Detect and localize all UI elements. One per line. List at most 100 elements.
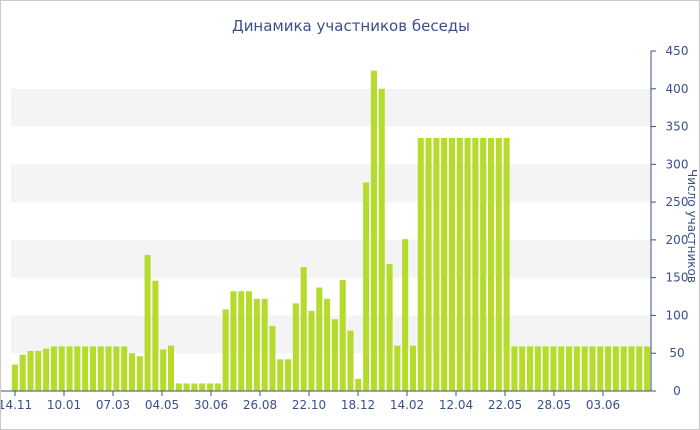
bar [363, 182, 370, 391]
bar [11, 364, 18, 391]
bar [480, 137, 487, 391]
bar [105, 346, 112, 391]
x-tick-label: 28.05 [537, 398, 571, 412]
bar [35, 350, 42, 391]
bar [308, 310, 315, 391]
bar [534, 346, 541, 391]
bar [214, 383, 221, 391]
x-axis-ticks: 14.11 10.01 07.03 04.05 30.06 26.08 22.10 18.12… [1, 391, 620, 412]
background-bands [11, 88, 651, 354]
bar [152, 280, 159, 391]
x-tick-label: 26.08 [243, 398, 277, 412]
x-tick-label: 18.12 [341, 398, 375, 412]
bar-series [11, 70, 651, 392]
grid-band [11, 88, 651, 127]
bar [448, 137, 456, 391]
bar [628, 346, 635, 391]
bar [74, 346, 81, 391]
y-tick-label: 250 [666, 195, 689, 209]
x-tick-label: 14.02 [390, 398, 424, 412]
bar [433, 137, 440, 391]
y-tick-label: 350 [666, 120, 689, 134]
bar [605, 346, 612, 391]
y-tick-label: 450 [666, 44, 689, 58]
bar [50, 346, 57, 391]
bar [409, 345, 416, 391]
bar [167, 345, 175, 391]
bar [355, 378, 362, 391]
y-tick-label: 50 [669, 346, 684, 360]
bar [519, 346, 526, 391]
bar [347, 330, 354, 391]
bar [394, 345, 401, 391]
bar [183, 383, 190, 391]
bar [597, 346, 604, 391]
bar [292, 303, 299, 391]
bar [27, 350, 34, 391]
bar [464, 137, 471, 391]
bar [19, 354, 26, 391]
bar [612, 346, 619, 391]
bar [191, 383, 198, 391]
bar [472, 137, 479, 391]
bar [199, 383, 206, 391]
bar [558, 346, 565, 391]
bar [206, 383, 214, 391]
y-tick-label: 400 [666, 82, 689, 96]
x-tick-label: 03.06 [586, 398, 620, 412]
grid-band [11, 164, 651, 203]
bar [238, 291, 245, 391]
x-tick-label: 04.05 [145, 398, 179, 412]
bar [573, 346, 580, 391]
bar [43, 348, 50, 391]
bar [246, 291, 253, 391]
bar [160, 349, 167, 391]
bar [386, 264, 393, 391]
y-tick-label: 300 [666, 157, 689, 171]
bar [550, 346, 557, 391]
y-tick-label: 200 [666, 233, 689, 247]
bar [66, 346, 73, 391]
bar [89, 346, 96, 391]
bar [222, 309, 229, 391]
x-tick-label: 07.03 [96, 398, 130, 412]
y-tick-label: 100 [666, 308, 689, 322]
bar [269, 326, 276, 391]
bar [331, 319, 338, 391]
y-tick-label: 0 [673, 384, 681, 398]
bar [370, 70, 377, 392]
x-tick-label: 10.01 [47, 398, 81, 412]
bar [113, 346, 120, 391]
bar [82, 346, 89, 391]
bar [230, 291, 237, 391]
x-tick-label: 12.04 [439, 398, 473, 412]
bar [566, 346, 573, 391]
bar [425, 137, 432, 391]
bar [644, 346, 651, 391]
bar [128, 353, 136, 391]
bar [636, 346, 643, 391]
bar [589, 346, 596, 391]
chart-title: Динамика участников беседы [232, 17, 470, 35]
bar [503, 137, 510, 391]
bar [136, 356, 143, 391]
x-tick-label: 22.10 [292, 398, 326, 412]
bar [456, 137, 463, 391]
bar [277, 359, 284, 391]
bar [253, 298, 260, 391]
bar [121, 346, 128, 391]
bar [175, 383, 182, 391]
y-axis-ticks: 0 50 100 150 200 250 300 350 400 450 [651, 44, 688, 398]
bar [339, 279, 346, 391]
bar [285, 359, 292, 391]
y-tick-label: 150 [666, 271, 689, 285]
bar [402, 239, 409, 391]
x-tick-label: 22.05 [488, 398, 522, 412]
bar [316, 287, 323, 391]
bar [300, 267, 307, 391]
bar [495, 137, 502, 391]
bar [97, 346, 104, 391]
bar [542, 346, 549, 391]
